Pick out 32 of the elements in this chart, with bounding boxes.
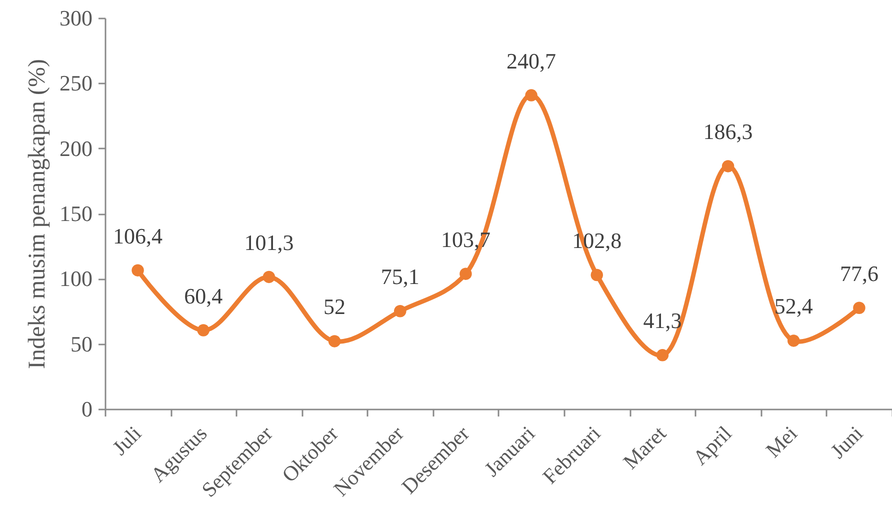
- data-label: 77,6: [840, 260, 878, 286]
- data-label: 75,1: [380, 264, 420, 290]
- point: [590, 268, 603, 282]
- x-tick-label: Juni: [826, 421, 868, 464]
- point: [460, 268, 472, 280]
- data-label: 60,4: [184, 283, 223, 308]
- point: [132, 264, 144, 276]
- point: [328, 335, 341, 348]
- point: [656, 349, 669, 362]
- y-tick-label: 200: [60, 136, 92, 161]
- x-tick-label: Juli: [108, 421, 146, 460]
- y-tick-label: 250: [60, 70, 92, 96]
- x-tick-label: Mei: [761, 421, 802, 462]
- data-label: 101,3: [244, 230, 294, 255]
- point: [853, 302, 866, 314]
- point: [525, 89, 538, 102]
- data-label: 52: [324, 294, 346, 320]
- point: [394, 305, 406, 318]
- y-tick-label: 0: [82, 396, 92, 422]
- point: [788, 334, 800, 347]
- y-tick-label: 150: [60, 201, 92, 226]
- data-label: 106,4: [113, 223, 163, 248]
- point: [262, 270, 276, 284]
- y-tick-label: 50: [70, 331, 92, 356]
- point: [722, 160, 734, 172]
- data-label: 52,4: [774, 294, 813, 319]
- data-label: 186,3: [703, 119, 753, 144]
- point: [197, 324, 210, 336]
- data-label: 240,7: [506, 48, 556, 74]
- y-tick-label: 300: [60, 6, 92, 30]
- y-axis-title: Indeks musim penangkapan (%): [24, 59, 50, 369]
- y-tick-label: 100: [60, 266, 92, 292]
